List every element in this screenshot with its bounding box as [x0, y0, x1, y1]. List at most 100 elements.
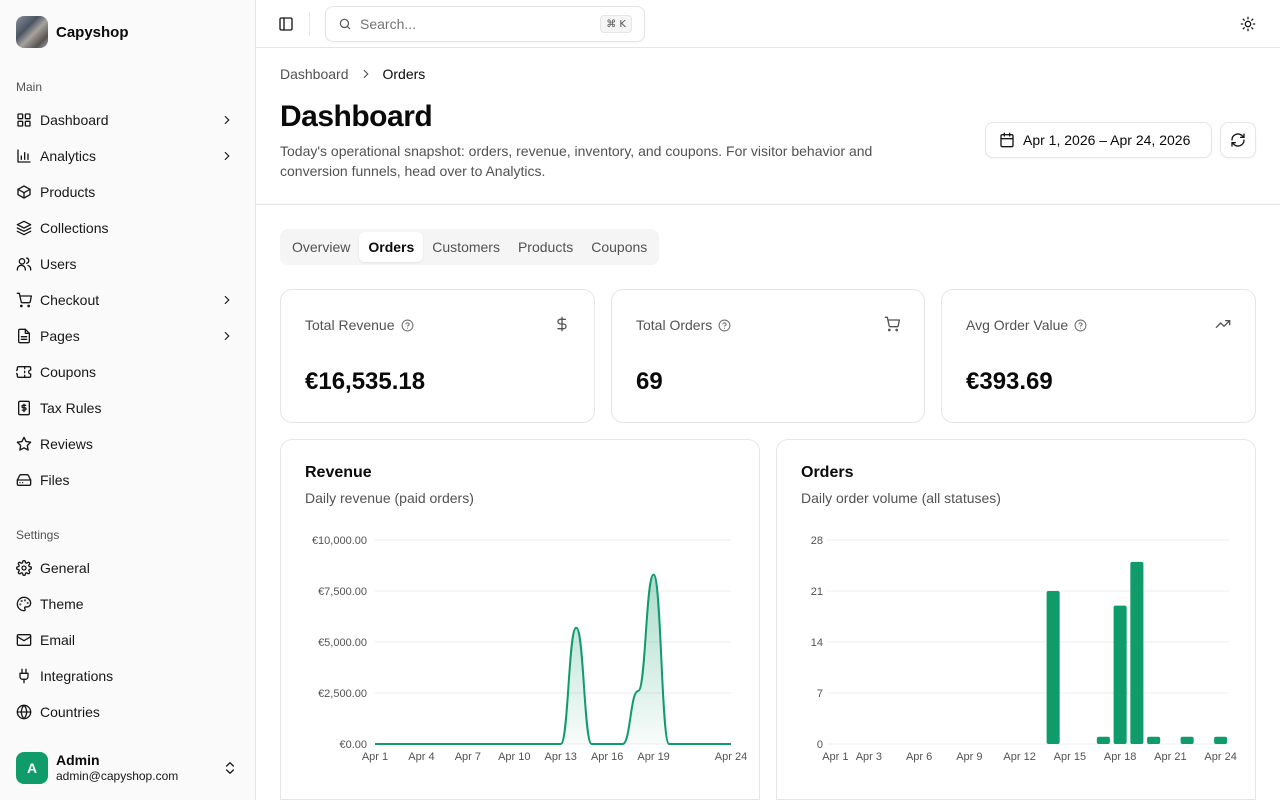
- layers-icon: [16, 220, 32, 236]
- orders-bar[interactable]: [1130, 561, 1144, 744]
- sun-icon: [1240, 16, 1256, 32]
- chart-subtitle: Daily revenue (paid orders): [305, 490, 474, 506]
- sidebar-item-coupons[interactable]: Coupons: [8, 356, 248, 388]
- breadcrumb-dashboard[interactable]: Dashboard: [280, 66, 349, 82]
- sidebar: Capyshop Main Dashboard Analytics Products…: [0, 0, 256, 800]
- sidebar-item-label: Collections: [40, 220, 109, 236]
- refresh-button[interactable]: [1220, 122, 1256, 158]
- sidebar-item-label: Reviews: [40, 436, 93, 452]
- x-tick-label: Apr 19: [637, 751, 669, 763]
- brand[interactable]: Capyshop: [16, 16, 129, 48]
- y-tick-label: €0.00: [339, 739, 367, 751]
- orders-bar[interactable]: [1147, 736, 1161, 744]
- sidebar-toggle-button[interactable]: [276, 14, 296, 34]
- section-label-settings: Settings: [16, 528, 60, 542]
- orders-bar[interactable]: [1113, 605, 1127, 744]
- sidebar-item-label: Dashboard: [40, 112, 109, 128]
- revenue-chart: €0.00 €2,500.00 €5,000.00 €7,500.00 €10,000.…: [312, 535, 747, 763]
- cart-icon: [16, 292, 32, 308]
- sidebar-item-pages[interactable]: Pages: [8, 320, 248, 352]
- chevron-right-icon: [363, 69, 369, 79]
- chevrons-up-down-icon: [226, 762, 234, 774]
- sidebar-item-products[interactable]: Products: [8, 176, 248, 208]
- y-tick-label: €7,500.00: [318, 586, 367, 598]
- sidebar-item-analytics[interactable]: Analytics: [8, 140, 248, 172]
- sidebar-item-label: Tax Rules: [40, 400, 102, 416]
- theme-toggle-button[interactable]: [1238, 14, 1258, 34]
- x-tick-label: Apr 13: [545, 751, 577, 763]
- tab-overview[interactable]: Overview: [292, 239, 351, 255]
- sidebar-item-integrations[interactable]: Integrations: [8, 660, 248, 692]
- orders-bar[interactable]: [1096, 736, 1110, 744]
- cart-icon: [884, 316, 900, 332]
- x-tick-label: Apr 9: [956, 751, 982, 763]
- x-tick-label: Apr 7: [455, 751, 481, 763]
- x-tick-label: Apr 10: [498, 751, 530, 763]
- orders-bar[interactable]: [1214, 736, 1228, 744]
- sidebar-item-label: Theme: [40, 596, 84, 612]
- breadcrumb-current: Orders: [382, 66, 426, 82]
- sidebar-item-tax-rules[interactable]: Tax Rules: [8, 392, 248, 424]
- users-icon: [16, 257, 32, 271]
- x-tick-label: Apr 4: [408, 751, 434, 763]
- sidebar-item-users[interactable]: Users: [8, 248, 248, 280]
- tab-customers[interactable]: Customers: [432, 239, 500, 255]
- chevron-right-icon: [224, 331, 230, 341]
- y-tick-label: €5,000.00: [318, 637, 367, 649]
- search-box[interactable]: ⌘ K: [325, 6, 645, 42]
- sidebar-item-general[interactable]: General: [8, 552, 248, 584]
- orders-chart-card: Orders Daily order volume (all statuses)…: [776, 439, 1256, 800]
- sidebar-item-label: Products: [40, 184, 96, 200]
- kpi-value: 69: [636, 368, 663, 395]
- calendar-icon: [1000, 132, 1014, 148]
- help-circle-icon[interactable]: [1074, 319, 1087, 332]
- x-tick-label: Apr 16: [591, 751, 623, 763]
- x-tick-label: Apr 21: [1154, 751, 1186, 763]
- revenue-chart-card: Revenue Daily revenue (paid orders) €0.0…: [280, 439, 760, 800]
- page-description: Today's operational snapshot: orders, re…: [280, 143, 873, 179]
- sidebar-item-dashboard[interactable]: Dashboard: [8, 104, 248, 136]
- x-tick-label: Apr 1: [362, 751, 388, 763]
- package-icon: [17, 185, 31, 199]
- sidebar-item-files[interactable]: Files: [8, 464, 248, 496]
- help-circle-icon[interactable]: [718, 319, 731, 332]
- orders-bar[interactable]: [1046, 591, 1060, 744]
- x-tick-label: Apr 15: [1054, 751, 1086, 763]
- sidebar-item-email[interactable]: Email: [8, 624, 248, 656]
- revenue-line: [375, 573, 731, 745]
- search-input[interactable]: [360, 16, 580, 32]
- sidebar-item-label: Pages: [40, 328, 80, 344]
- tab-products[interactable]: Products: [517, 239, 574, 255]
- sidebar-item-theme[interactable]: Theme: [8, 588, 248, 620]
- star-icon: [16, 436, 32, 451]
- kpi-card-total-revenue: Total Revenue €16,535.18: [280, 289, 595, 423]
- layout-grid-icon: [17, 113, 31, 127]
- topbar: ⌘ K: [256, 0, 1280, 48]
- user-name: Admin: [56, 752, 100, 768]
- gear-icon: [16, 560, 32, 576]
- kpi-card-avg-order-value: Avg Order Value €393.69: [941, 289, 1256, 423]
- sidebar-item-label: Coupons: [40, 364, 97, 380]
- sidebar-item-checkout[interactable]: Checkout: [8, 284, 248, 316]
- help-circle-icon[interactable]: [401, 319, 414, 332]
- avatar: A: [16, 752, 48, 784]
- date-range-button[interactable]: Apr 1, 2026 – Apr 24, 2026: [985, 122, 1212, 158]
- dashboard-tabs: Overview Orders Customers Products Coupo…: [280, 229, 660, 265]
- sidebar-item-collections[interactable]: Collections: [8, 212, 248, 244]
- mail-icon: [16, 634, 32, 646]
- orders-bar[interactable]: [1180, 736, 1194, 744]
- tab-coupons[interactable]: Coupons: [591, 239, 648, 255]
- user-menu[interactable]: A Admin admin@capyshop.com: [16, 752, 240, 784]
- ticket-icon: [16, 366, 32, 378]
- tab-orders[interactable]: Orders: [359, 232, 424, 262]
- sidebar-item-label: Analytics: [40, 148, 97, 164]
- section-label-main: Main: [16, 80, 43, 94]
- brand-name: Capyshop: [56, 23, 129, 41]
- sidebar-item-label: Files: [40, 472, 70, 488]
- chart-title: Revenue: [305, 464, 372, 481]
- sidebar-item-countries[interactable]: Countries: [8, 696, 248, 728]
- x-tick-label: Apr 24: [715, 751, 747, 763]
- x-tick-label: Apr 3: [856, 751, 882, 763]
- sidebar-item-reviews[interactable]: Reviews: [8, 428, 248, 460]
- y-tick-label: €10,000.00: [312, 535, 367, 547]
